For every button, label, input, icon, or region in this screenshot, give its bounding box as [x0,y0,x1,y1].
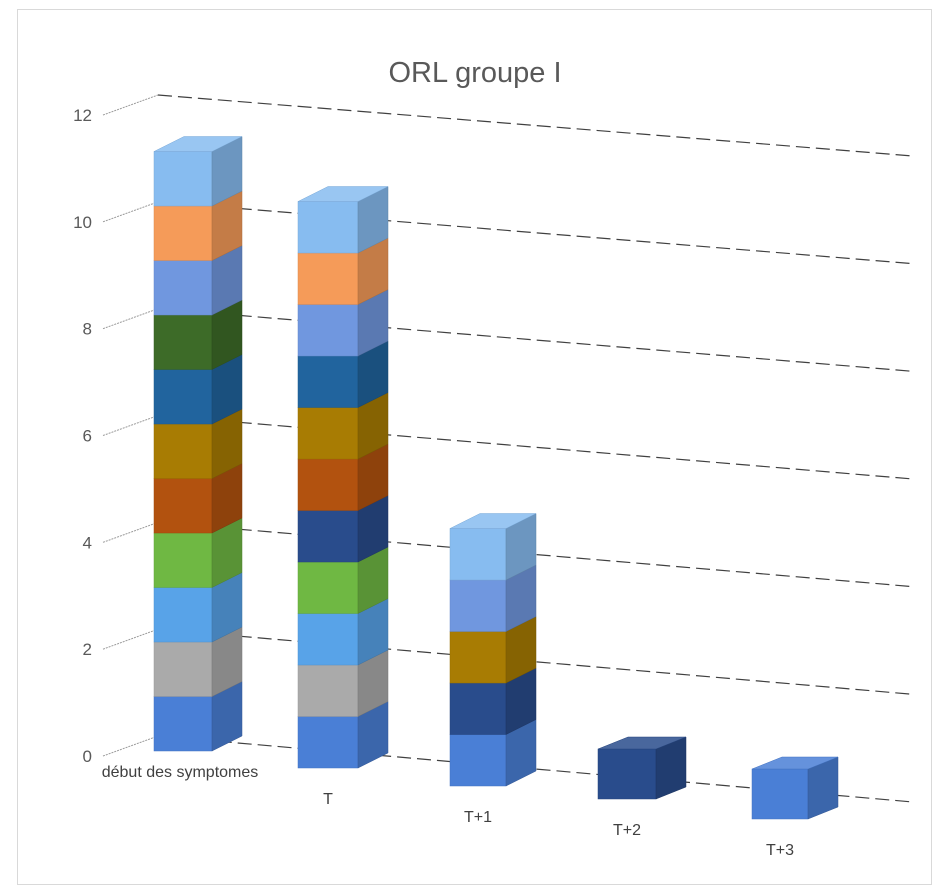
gridline-floor [102,521,159,543]
bar-segment [153,626,243,697]
bars [153,136,839,820]
bar-segment [153,681,243,752]
bar-segment [153,299,243,370]
bar-segment [297,701,389,769]
x-axis-label: début des symptomes [102,764,259,781]
chart-plot: ORL groupe I 0 2 4 6 8 10 12 début des symptom… [73,57,914,859]
y-tick-label: 0 [83,747,92,766]
bar-segment [297,546,389,614]
bar-segment [153,463,243,534]
bar-segment [153,517,243,588]
gridline-floor [102,308,159,330]
y-axis-ticks: 0 2 4 6 8 10 12 [73,106,92,766]
bar-segment [751,756,839,820]
y-tick-label: 2 [83,640,92,659]
gridline [157,628,914,695]
chart-title: ORL groupe I [388,57,561,89]
x-axis-label: T+2 [613,822,641,839]
bar-segment [449,667,537,735]
y-tick-label: 10 [73,213,92,232]
y-tick-label: 8 [83,320,92,339]
bar-segment [597,736,687,800]
gridline-floor [102,628,159,650]
bar-segment [153,572,243,643]
bar-segment [297,392,389,460]
bar-segment [153,190,243,261]
x-axis-label: T [323,791,333,808]
bar-segment [297,289,389,357]
bar-segment [449,564,537,632]
bar-segment [153,354,243,425]
gridline-floor [102,94,159,116]
gridline-floor [102,201,159,223]
gridline [157,414,914,480]
bar-segment [153,245,243,316]
bar-segment [153,408,243,479]
gridline-floor [102,415,159,436]
bar-segment [297,495,389,563]
gridline-floor [102,735,159,757]
x-axis-labels: début des symptomes T T+1 T+2 T+3 [102,764,794,859]
y-tick-label: 4 [83,533,92,552]
x-axis-label: T+1 [464,809,492,826]
bar-segment [297,340,389,408]
gridline [157,94,914,157]
bar-segment [153,136,243,207]
gridline [157,308,914,372]
bar-segment [297,237,389,305]
bar-segment [449,513,537,581]
y-tick-label: 6 [83,427,92,446]
bar-segment [297,186,389,254]
bar-segment [449,616,537,684]
bar-segment [449,719,537,787]
gridline [157,521,914,588]
x-axis-label: T+3 [766,842,794,859]
y-tick-label: 12 [73,106,92,125]
gridline [157,201,914,265]
bar-segment [297,443,389,511]
chart-area: ORL groupe I 0 2 4 6 8 10 12 début des symptom… [17,9,932,885]
bar-segment [297,598,389,666]
